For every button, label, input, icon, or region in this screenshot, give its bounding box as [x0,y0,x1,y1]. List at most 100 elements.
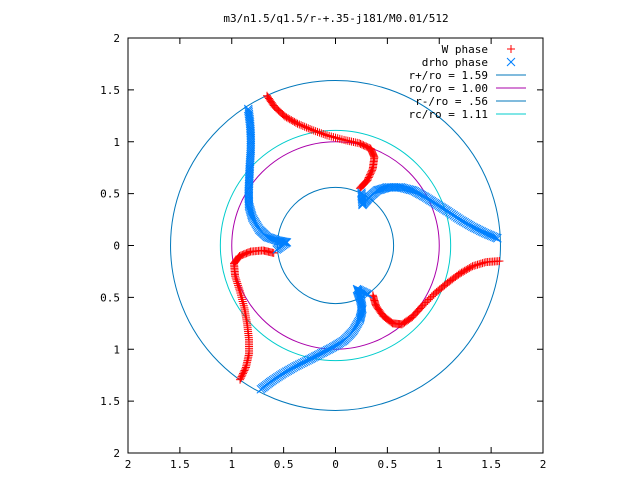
series-W phase [230,91,504,384]
y-tick-label: 1.5 [100,84,120,97]
drho-phase-point [265,233,275,243]
drho-phase-point [272,245,282,254]
x-tick-label: 0.5 [274,458,294,471]
x-tick-label: 0 [332,458,339,471]
drho-phase-point [245,205,255,215]
drho-phase-point [356,299,366,308]
drho-phase-point [312,351,321,361]
x-tick-label: 1.5 [481,458,501,471]
drho-phase-point [309,352,318,362]
drho-phase-point [357,303,367,312]
drho-phase-point [324,345,333,354]
x-tick-label: 1 [228,458,235,471]
drho-phase-point [318,348,327,357]
drho-phase-point [364,290,373,299]
circle-r+/ro = 1.59 [170,80,501,411]
drho-phase-point [245,114,254,124]
x-tick-label: 1 [436,458,443,471]
drho-phase-point [352,284,362,294]
chart-title: m3/n1.5/q1.5/r-+.35-j181/M0.01/512 [223,12,448,25]
drho-phase-point [469,223,479,232]
drho-phase-point [361,288,370,298]
drho-phase-point [506,57,516,67]
legend-entry: r-/ro = .56 [415,95,526,108]
drho-phase-point [358,304,367,314]
drho-phase-point [307,353,317,363]
drho-phase-point [354,285,363,295]
legend-label: r-/ro = .56 [415,95,488,108]
drho-phase-point [246,208,256,218]
drho-phase-point [357,192,367,202]
drho-phase-point [357,301,367,311]
drho-phase-point [472,224,482,234]
x-tick-label: 1.5 [170,458,190,471]
drho-phase-point [485,230,494,240]
drho-phase-point [355,286,365,295]
drho-phase-point [489,232,499,242]
drho-phase-point [488,231,498,241]
drho-phase-point [244,201,254,210]
drho-phase-point [247,212,257,221]
drho-phase-point [357,189,366,199]
y-tick-label: 1 [113,343,120,356]
drho-phase-point [310,352,320,361]
legend-label: r+/ro = 1.59 [409,69,488,82]
y-tick-label: 1 [113,136,120,149]
legend-label: W phase [442,43,488,56]
series-drho phase [243,104,502,394]
drho-phase-point [267,234,277,244]
y-tick-label: 0.5 [100,291,120,304]
drho-phase-point [358,287,368,297]
y-tick-label: 0 [113,240,120,253]
drho-phase-point [356,295,365,304]
x-tick-label: 2 [125,458,132,471]
drho-phase-point [482,229,491,239]
drho-phase-point [398,183,407,193]
drho-phase-point [245,202,254,212]
legend-entry: W phase [442,43,515,56]
legend-label: drho phase [422,56,488,69]
drho-phase-point [491,233,501,242]
legend-label: ro/ro = 1.00 [409,82,488,95]
y-tick-label: 2 [113,447,120,460]
legend-label: rc/ro = 1.11 [409,108,488,121]
y-tick-label: 0.5 [100,188,120,201]
legend-entry: drho phase [422,56,516,69]
drho-phase-point [359,288,369,297]
drho-phase-point [247,210,256,220]
drho-phase-point [477,227,487,236]
drho-phase-point [269,234,279,244]
drho-phase-point [475,226,485,236]
drho-phase-point [313,350,323,360]
drho-phase-point [480,228,490,238]
drho-phase-point [319,347,329,357]
drho-phase-point [262,232,272,242]
legend-entry: r+/ro = 1.59 [409,69,526,82]
drho-phase-point [483,229,493,239]
y-tick-label: 1.5 [100,395,120,408]
phase-points [230,91,504,394]
drho-phase-point [478,227,488,237]
drho-phase-point [486,231,496,240]
circle-rc/ro = 1.11 [219,129,452,362]
drho-phase-point [357,300,366,310]
drho-phase-point [304,355,314,365]
drho-phase-point [471,224,480,233]
x-tick-label: 0.5 [377,458,397,471]
drho-phase-point [474,225,484,235]
drho-phase-point [357,188,366,197]
drho-phase-point [246,207,256,217]
drho-phase-point [357,191,367,201]
drho-phase-point [322,345,332,355]
drho-phase-point [321,346,330,356]
drho-phase-point [492,233,502,243]
drho-phase-point [315,349,324,359]
drho-phase-point [356,296,366,306]
drho-phase-point [264,233,273,242]
drho-phase-point [245,204,255,214]
drho-phase-point [270,235,280,245]
y-tick-label: 2 [113,32,120,45]
drho-phase-point [316,349,326,358]
